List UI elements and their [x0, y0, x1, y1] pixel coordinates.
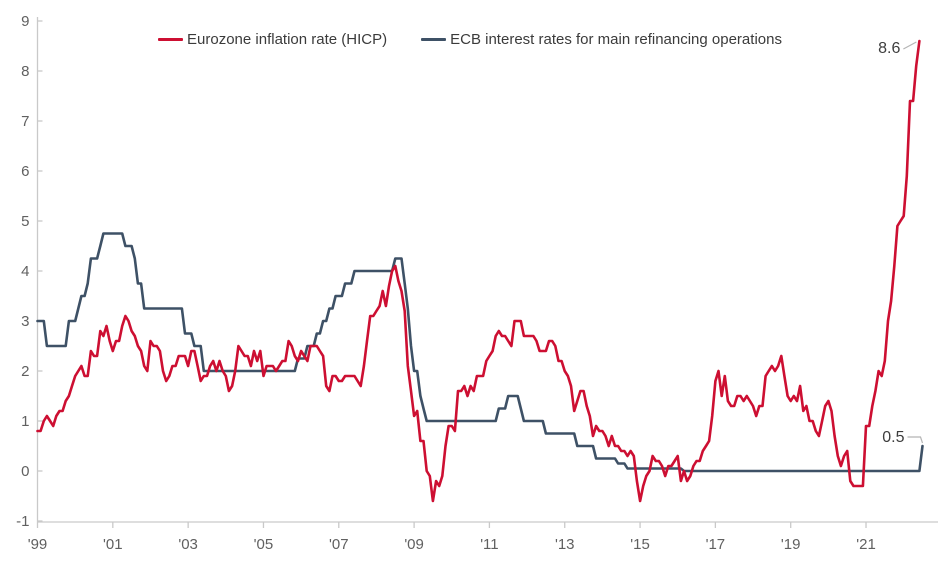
y-axis: -1 0 1 2 3 4 5 6 7 8 9	[16, 13, 43, 530]
y-tick-label: 2	[21, 363, 29, 380]
x-tick-label: '15	[630, 536, 650, 553]
inflation-end-leader	[903, 41, 917, 50]
x-tick-label: '99	[28, 536, 48, 553]
y-tick-label: 1	[21, 413, 29, 430]
y-tick-label: 6	[21, 163, 29, 180]
rate-end-leader	[907, 436, 924, 444]
rate-line	[36, 232, 924, 473]
y-tick-label: 3	[21, 313, 29, 330]
x-tick-label: '09	[404, 536, 424, 553]
x-tick-label: '19	[781, 536, 801, 553]
inflation-line	[36, 39, 921, 503]
legend-item-inflation: Eurozone inflation rate (HICP)	[158, 31, 387, 48]
rate-line-swatch	[421, 38, 447, 41]
x-tick-label: '03	[178, 536, 198, 553]
legend-label-rate: ECB interest rates for main refinancing …	[450, 31, 782, 48]
legend-item-rate: ECB interest rates for main refinancing …	[421, 31, 782, 48]
y-tick-label: 7	[21, 113, 29, 130]
x-tick-label: '01	[103, 536, 123, 553]
inflation-line-swatch	[158, 38, 184, 41]
x-tick-label: '21	[856, 536, 876, 553]
x-tick-label: '13	[555, 536, 575, 553]
legend-label-inflation: Eurozone inflation rate (HICP)	[187, 31, 388, 48]
y-tick-label: 0	[21, 463, 29, 480]
x-tick-label: '07	[329, 536, 349, 553]
legend: Eurozone inflation rate (HICP) ECB inter…	[0, 31, 940, 48]
x-tick-label: '17	[706, 536, 726, 553]
y-tick-label: 4	[21, 263, 29, 280]
end-label-rate: 0.5	[882, 429, 904, 446]
x-axis: '99 '01 '03 '05 '07 '09 '11 '13 '15 '17 '19 '21	[28, 521, 938, 553]
x-tick-label: '05	[254, 536, 274, 553]
y-tick-label: -1	[16, 513, 29, 530]
y-tick-label: 8	[21, 63, 29, 80]
y-tick-label: 9	[21, 13, 29, 30]
end-label-inflation: 8.6	[878, 40, 900, 57]
y-tick-label: 5	[21, 213, 29, 230]
x-tick-label: '11	[480, 536, 498, 553]
